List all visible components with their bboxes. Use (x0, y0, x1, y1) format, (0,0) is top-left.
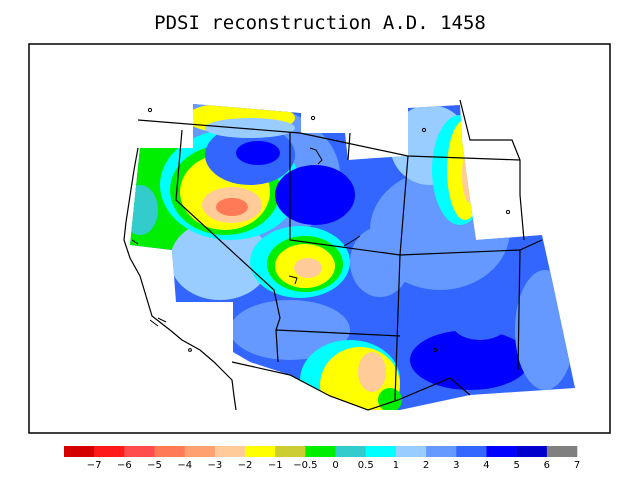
lakes (147, 107, 511, 353)
colorbar-tick-label: 6 (543, 460, 550, 471)
colorbar-tick-label: −2 (237, 460, 253, 471)
map-frame (28, 43, 611, 434)
colorbar-tick-label: 3 (453, 460, 460, 471)
colorbar-tick-label: 2 (422, 460, 430, 471)
colorbar-swatch (214, 446, 246, 457)
colorbar-tick-label: −6 (116, 460, 132, 471)
colorbar-swatch (365, 446, 397, 457)
colorbar-tick-label: 5 (513, 460, 520, 471)
colorbar-swatch (305, 446, 336, 457)
colorbar-tick-label: −1 (267, 460, 283, 471)
colorbar-tick-label: −5 (147, 460, 162, 471)
colorbar-tick-label: −4 (177, 460, 193, 471)
colorbar-swatch (546, 446, 578, 457)
colorbar (64, 446, 578, 457)
colorbar-swatch (245, 446, 276, 457)
colorbar-swatch (275, 446, 306, 457)
map-title: PDSI reconstruction A.D. 1458 (154, 12, 486, 34)
colorbar-swatch (184, 446, 216, 457)
colorbar-swatch (94, 446, 125, 457)
colorbar-tick-label: −7 (86, 460, 102, 471)
coastline-detail (131, 239, 159, 327)
colorbar-swatch (154, 446, 186, 457)
colorbar-swatch (124, 446, 155, 457)
colorbar-tick-label: −3 (207, 460, 223, 471)
state-borders (137, 99, 543, 411)
colorbar-swatch (64, 446, 95, 457)
colorbar-swatch (335, 446, 367, 457)
colorbar-tick-label: 7 (573, 460, 581, 471)
colorbar-swatch (486, 446, 517, 457)
colorbar-tick-label: 1 (392, 460, 400, 471)
colorbar-tick-label: 4 (483, 460, 490, 471)
colorbar-tick-label: 0.5 (357, 460, 374, 471)
colorbar-swatch (456, 446, 487, 457)
colorbar-swatch (516, 446, 548, 457)
colorbar-tick-label: 0 (332, 460, 339, 471)
colorbar-swatch (426, 446, 457, 457)
colorbar-tick-label: −0.5 (293, 460, 318, 471)
pdsi-field (130, 104, 575, 410)
coastline (123, 147, 237, 411)
colorbar-swatch (395, 446, 427, 457)
